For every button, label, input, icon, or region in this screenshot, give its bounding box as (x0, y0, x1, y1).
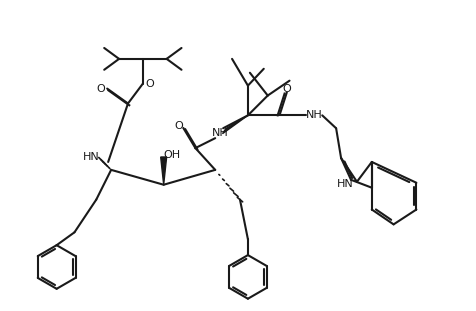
Polygon shape (222, 115, 248, 134)
Text: NH: NH (212, 128, 228, 138)
Text: O: O (146, 79, 154, 89)
Text: OH: OH (163, 150, 180, 160)
Text: O: O (282, 84, 291, 94)
Text: HN: HN (337, 179, 353, 189)
Text: O: O (97, 84, 106, 94)
Text: HN: HN (83, 152, 99, 162)
Text: NH: NH (306, 110, 323, 120)
Text: O: O (174, 121, 183, 131)
Polygon shape (161, 157, 167, 185)
